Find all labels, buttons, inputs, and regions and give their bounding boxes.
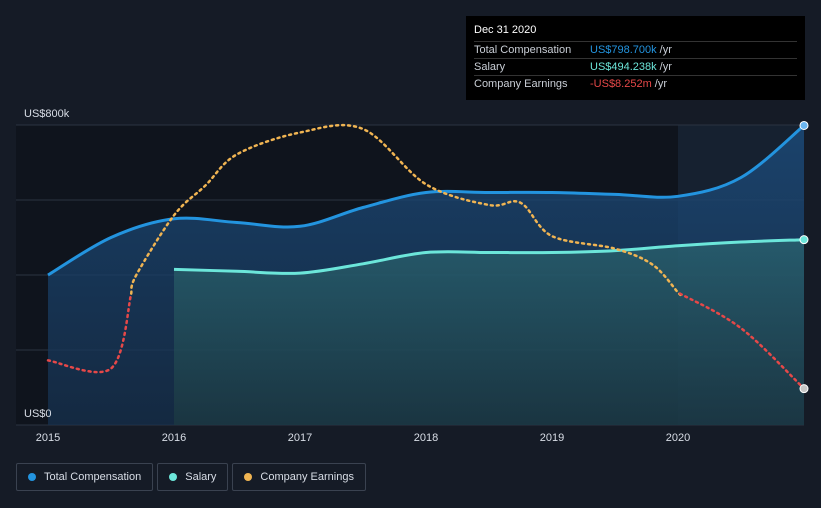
chart-legend: Total Compensation Salary Company Earnin… — [16, 463, 366, 491]
x-tick-label: 2017 — [288, 432, 312, 444]
tooltip-row-company-earnings: Company Earnings -US$8.252m /yr — [474, 75, 797, 92]
total-compensation-end-point — [799, 120, 809, 130]
tooltip-unit: /yr — [654, 78, 667, 90]
tooltip-value: US$798.700k — [590, 44, 657, 56]
legend-item-total-compensation[interactable]: Total Compensation — [16, 463, 154, 491]
x-tick-label: 2020 — [666, 432, 690, 444]
company-earnings-end-point — [799, 384, 809, 394]
legend-dot-icon — [28, 473, 36, 481]
tooltip-row-salary: Salary US$494.238k /yr — [474, 58, 797, 75]
legend-label: Company Earnings — [260, 471, 354, 483]
legend-label: Total Compensation — [44, 471, 142, 483]
company-earnings-line — [46, 123, 806, 390]
tooltip-row-total-compensation: Total Compensation US$798.700k /yr — [474, 41, 797, 58]
legend-item-company-earnings[interactable]: Company Earnings — [232, 463, 366, 491]
y-axis-labels: US$800k US$0 — [24, 108, 70, 420]
tooltip-unit: /yr — [659, 44, 672, 56]
tooltip-date: Dec 31 2020 — [474, 24, 537, 36]
legend-dot-icon — [169, 473, 178, 481]
tooltip-value: -US$8.252m — [590, 78, 652, 90]
earnings-negative-segment — [678, 292, 806, 390]
earnings-negative-segment — [46, 292, 133, 374]
y-tick-label: US$800k — [24, 108, 70, 120]
tooltip-unit: /yr — [659, 61, 672, 73]
data-tooltip: Dec 31 2020 Total Compensation US$798.70… — [466, 16, 805, 100]
tooltip-label: Company Earnings — [474, 78, 568, 90]
legend-dot-icon — [244, 473, 253, 481]
salary-line — [173, 238, 805, 275]
legend-item-salary[interactable]: Salary — [157, 463, 229, 491]
tooltip-label: Total Compensation — [474, 44, 572, 56]
x-tick-label: 2018 — [414, 432, 438, 444]
y-tick-label: US$0 — [24, 408, 52, 420]
salary-area — [174, 239, 804, 425]
compensation-chart: US$800k US$0 2015 2016 2017 2018 2019 2020 — [16, 108, 809, 444]
x-axis-labels: 2015 2016 2017 2018 2019 2020 — [36, 432, 690, 444]
end-points — [799, 120, 809, 394]
legend-label: Salary — [185, 471, 217, 483]
salary-end-point — [799, 235, 809, 245]
tooltip-value: US$494.238k — [590, 61, 657, 73]
total-compensation-line — [47, 124, 805, 277]
tooltip-label: Salary — [474, 61, 506, 73]
x-tick-label: 2015 — [36, 432, 60, 444]
x-tick-label: 2016 — [162, 432, 186, 444]
x-tick-label: 2019 — [540, 432, 564, 444]
earnings-positive-segment — [129, 123, 682, 297]
